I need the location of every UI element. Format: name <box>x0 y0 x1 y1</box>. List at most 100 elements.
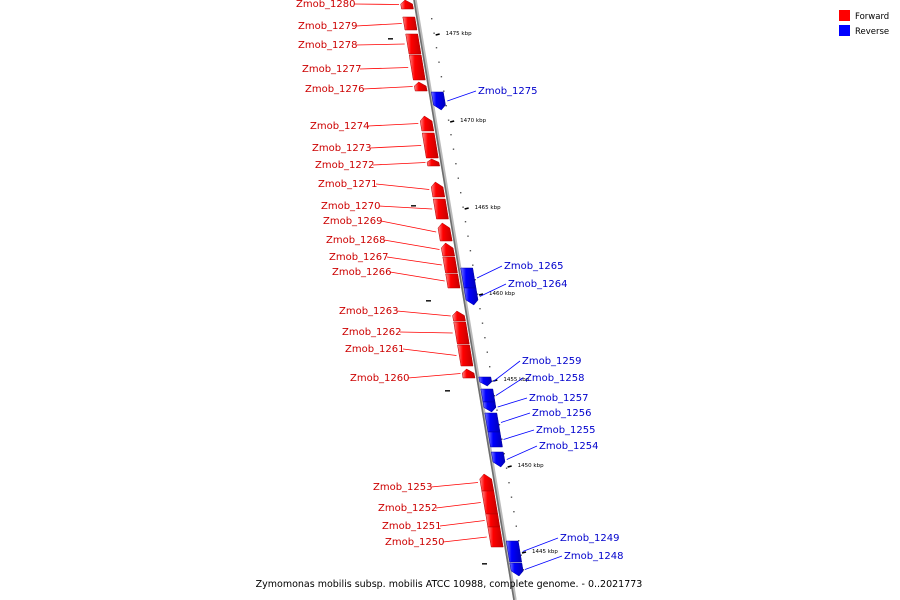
gene-shape[interactable] <box>442 256 458 274</box>
gene-zmob-1257[interactable]: Zmob_1257 <box>482 393 589 413</box>
axis-dot <box>486 351 488 353</box>
gene-label[interactable]: Zmob_1254 <box>539 441 599 452</box>
gene-shape[interactable] <box>421 132 439 159</box>
gene-shape[interactable] <box>414 81 428 92</box>
gene-label[interactable]: Zmob_1250 <box>385 537 445 548</box>
gene-shape[interactable] <box>461 368 476 379</box>
gene-shape[interactable] <box>426 158 441 167</box>
gene-label[interactable]: Zmob_1273 <box>312 143 372 154</box>
gene-shape[interactable] <box>431 91 446 111</box>
gene-zmob-1275[interactable]: Zmob_1275 <box>431 86 538 111</box>
gene-label[interactable]: Zmob_1278 <box>298 40 358 51</box>
gene-label[interactable]: Zmob_1265 <box>504 261 564 272</box>
gene-shape[interactable] <box>491 451 506 468</box>
gene-zmob-1260[interactable]: Zmob_1260 <box>350 368 476 384</box>
gene-zmob-1254[interactable]: Zmob_1254 <box>491 441 599 468</box>
gene-label[interactable]: Zmob_1279 <box>298 21 358 32</box>
gene-zmob-1256[interactable]: Zmob_1256 <box>484 408 592 433</box>
gene-shape[interactable] <box>441 242 456 257</box>
gene-label[interactable]: Zmob_1256 <box>532 408 592 419</box>
gene-shape[interactable] <box>432 198 449 220</box>
gene-zmob-1259[interactable]: Zmob_1259 <box>478 356 582 387</box>
gene-zmob-1250[interactable]: Zmob_1250 <box>385 526 504 548</box>
gene-shape[interactable] <box>505 540 522 563</box>
gene-shape[interactable] <box>453 321 470 345</box>
gene-shape[interactable] <box>445 273 461 289</box>
gene-shape[interactable] <box>400 0 414 10</box>
gene-label[interactable]: Zmob_1267 <box>329 252 389 263</box>
gene-shape[interactable] <box>402 16 418 31</box>
gene-zmob-1253[interactable]: Zmob_1253 <box>373 473 495 493</box>
gene-shape[interactable] <box>487 526 504 548</box>
gene-shape[interactable] <box>463 287 479 306</box>
gene-zmob-1252[interactable]: Zmob_1252 <box>378 490 498 515</box>
gene-shape[interactable] <box>478 376 492 387</box>
gene-shape[interactable] <box>509 562 524 577</box>
gene-zmob-1263[interactable]: Zmob_1263 <box>339 306 466 322</box>
gene-zmob-1251[interactable]: Zmob_1251 <box>382 513 501 532</box>
gene-shape[interactable] <box>430 181 446 198</box>
gene-zmob-1264[interactable]: Zmob_1264 <box>463 279 568 306</box>
gene-zmob-1267[interactable]: Zmob_1267 <box>329 252 458 274</box>
axis-dot <box>445 105 447 107</box>
gene-label[interactable]: Zmob_1269 <box>323 216 383 227</box>
gene-shape[interactable] <box>487 431 503 448</box>
gene-label[interactable]: Zmob_1253 <box>373 482 433 493</box>
gene-label[interactable]: Zmob_1252 <box>378 503 438 514</box>
gene-label[interactable]: Zmob_1251 <box>382 521 442 532</box>
gene-shape[interactable] <box>481 490 498 515</box>
gene-shape[interactable] <box>419 115 435 132</box>
gene-label[interactable]: Zmob_1268 <box>326 235 386 246</box>
gene-label[interactable]: Zmob_1262 <box>342 327 402 338</box>
gene-zmob-1279[interactable]: Zmob_1279 <box>298 16 418 32</box>
gene-label[interactable]: Zmob_1264 <box>508 279 568 290</box>
gene-shape[interactable] <box>437 222 453 242</box>
gene-shape[interactable] <box>408 54 426 81</box>
gene-zmob-1278[interactable]: Zmob_1278 <box>298 33 422 55</box>
gene-label[interactable]: Zmob_1274 <box>310 121 370 132</box>
gene-label[interactable]: Zmob_1270 <box>321 201 381 212</box>
gene-zmob-1258[interactable]: Zmob_1258 <box>480 373 585 403</box>
gene-label[interactable]: Zmob_1263 <box>339 306 399 317</box>
gene-label[interactable]: Zmob_1248 <box>564 551 624 562</box>
gene-zmob-1249[interactable]: Zmob_1249 <box>505 533 620 563</box>
gene-shape[interactable] <box>482 401 497 413</box>
gene-zmob-1274[interactable]: Zmob_1274 <box>310 115 435 132</box>
gene-label[interactable]: Zmob_1258 <box>525 373 585 384</box>
gene-shape[interactable] <box>452 310 466 322</box>
gene-label[interactable]: Zmob_1277 <box>302 64 362 75</box>
gene-zmob-1248[interactable]: Zmob_1248 <box>509 551 624 577</box>
gene-shape[interactable] <box>457 344 474 367</box>
gene-zmob-1277[interactable]: Zmob_1277 <box>302 54 426 81</box>
gene-shape[interactable] <box>479 473 495 492</box>
gene-zmob-1273[interactable]: Zmob_1273 <box>312 132 439 159</box>
gene-zmob-1270[interactable]: Zmob_1270 <box>321 198 449 220</box>
gene-label[interactable]: Zmob_1271 <box>318 179 378 190</box>
gene-zmob-1261[interactable]: Zmob_1261 <box>345 344 474 367</box>
gene-label[interactable]: Zmob_1261 <box>345 344 405 355</box>
gene-zmob-1255[interactable]: Zmob_1255 <box>487 425 596 448</box>
gene-label[interactable]: Zmob_1276 <box>305 84 365 95</box>
gene-zmob-1276[interactable]: Zmob_1276 <box>305 81 428 95</box>
gene-label[interactable]: Zmob_1275 <box>478 86 538 97</box>
gene-shape[interactable] <box>485 513 501 528</box>
gene-label[interactable]: Zmob_1260 <box>350 373 410 384</box>
gene-label[interactable]: Zmob_1280 <box>296 0 356 10</box>
gene-shape[interactable] <box>480 388 496 403</box>
gene-zmob-1262[interactable]: Zmob_1262 <box>342 321 470 345</box>
gene-label[interactable]: Zmob_1257 <box>529 393 589 404</box>
gene-zmob-1272[interactable]: Zmob_1272 <box>315 158 441 171</box>
axis-dots <box>388 18 525 571</box>
gene-zmob-1271[interactable]: Zmob_1271 <box>318 179 446 198</box>
gene-zmob-1266[interactable]: Zmob_1266 <box>332 267 461 289</box>
gene-zmob-1280[interactable]: Zmob_1280 <box>296 0 414 10</box>
gene-label[interactable]: Zmob_1259 <box>522 356 582 367</box>
gene-zmob-1268[interactable]: Zmob_1268 <box>326 235 456 257</box>
gene-zmob-1265[interactable]: Zmob_1265 <box>460 261 564 289</box>
gene-zmob-1269[interactable]: Zmob_1269 <box>323 216 453 242</box>
gene-label[interactable]: Zmob_1266 <box>332 267 392 278</box>
gene-label[interactable]: Zmob_1249 <box>560 533 620 544</box>
gene-shape[interactable] <box>405 33 422 55</box>
gene-label[interactable]: Zmob_1272 <box>315 160 375 171</box>
gene-label[interactable]: Zmob_1255 <box>536 425 596 436</box>
